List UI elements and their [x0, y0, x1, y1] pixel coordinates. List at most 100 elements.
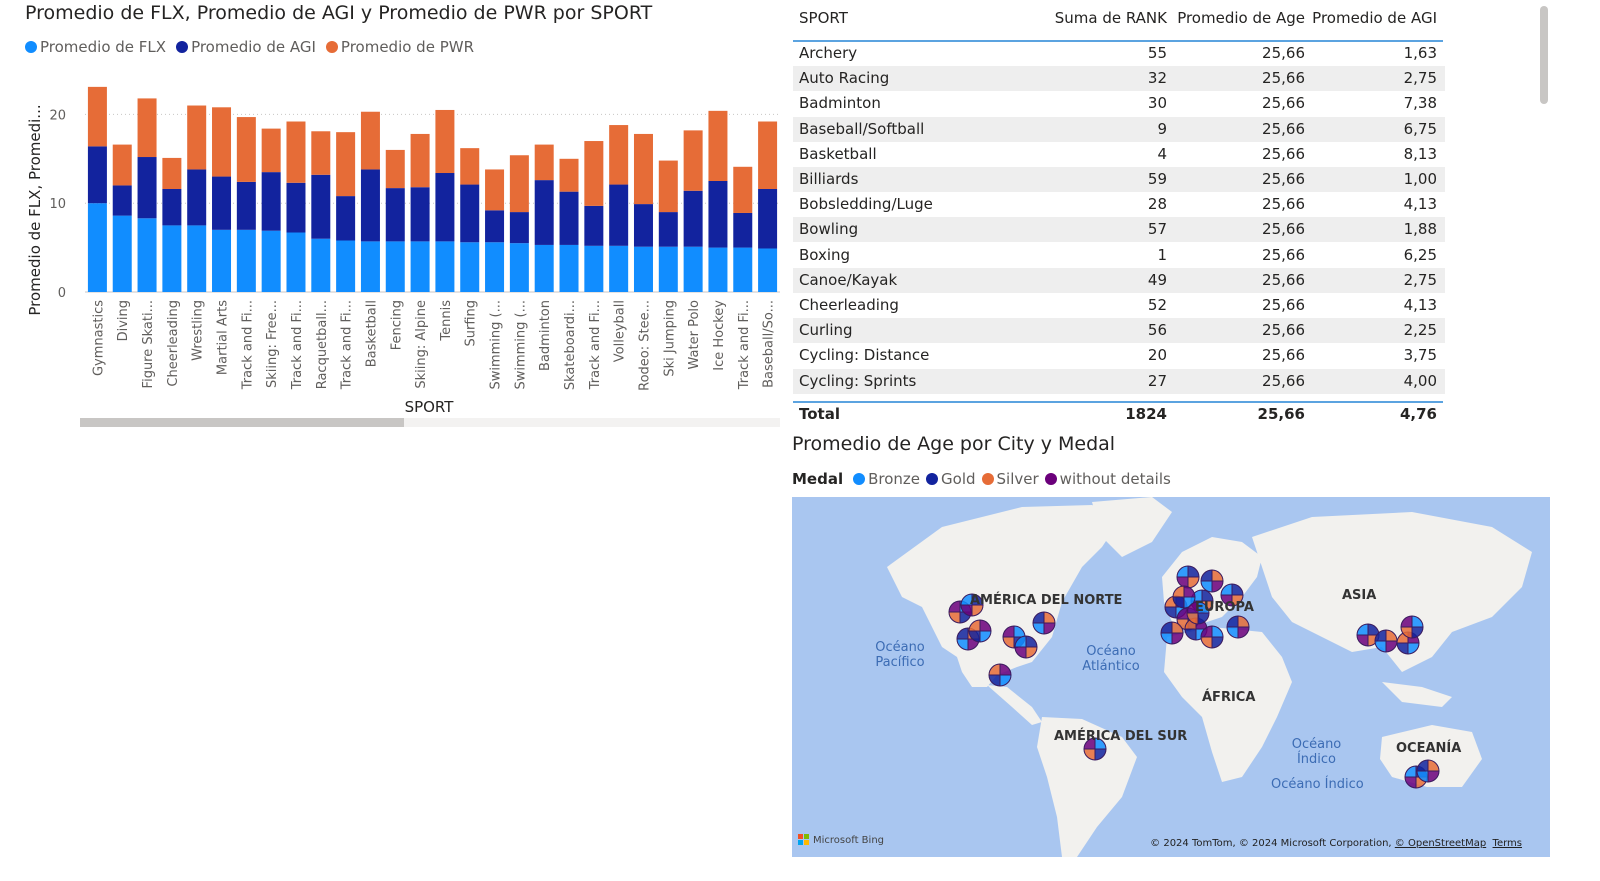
bar-segment-flx[interactable] [286, 232, 306, 292]
bar-segment-flx[interactable] [137, 218, 157, 292]
bar-segment-flx[interactable] [261, 230, 281, 292]
bar-segment-agi[interactable] [733, 212, 753, 248]
table-row[interactable]: Bobsledding/Luge 28 25,66 4,13 [793, 192, 1445, 217]
bar-segment-agi[interactable] [485, 210, 505, 243]
bar-segment-pwr[interactable] [261, 128, 281, 173]
city-marker[interactable] [960, 593, 984, 617]
header-rank[interactable]: Suma de RANK [1054, 9, 1167, 27]
bar-segment-agi[interactable] [609, 184, 629, 246]
bar-segment-agi[interactable] [385, 188, 405, 242]
chart-scrollbar-thumb[interactable] [80, 418, 404, 427]
bar-segment-agi[interactable] [559, 191, 579, 245]
table-row[interactable]: Canoe/Kayak 49 25,66 2,75 [793, 267, 1445, 293]
bar-segment-pwr[interactable] [137, 98, 157, 158]
legend-item-flx[interactable]: Promedio de FLX [25, 38, 166, 56]
bar-segment-flx[interactable] [534, 244, 554, 292]
bar-segment-flx[interactable] [559, 244, 579, 292]
bar-segment-agi[interactable] [87, 146, 107, 204]
legend-item-bronze[interactable]: Bronze [853, 470, 920, 488]
city-marker[interactable] [988, 663, 1012, 687]
bar-segment-agi[interactable] [633, 204, 653, 247]
bar-segment-pwr[interactable] [584, 141, 604, 206]
table-row[interactable]: Bowling 57 25,66 1,88 [793, 217, 1445, 243]
bar-segment-pwr[interactable] [410, 133, 430, 188]
table-row[interactable]: Basketball 4 25,66 8,13 [793, 142, 1445, 167]
table-scrollbar-thumb[interactable] [1540, 6, 1548, 104]
bar-segment-agi[interactable] [658, 212, 678, 247]
legend-item-without-details[interactable]: without details [1044, 470, 1171, 488]
bar-segment-pwr[interactable] [733, 166, 753, 213]
city-marker[interactable] [1160, 621, 1184, 645]
city-marker[interactable] [1172, 585, 1196, 609]
city-markers[interactable] [948, 565, 1440, 789]
bar-segment-agi[interactable] [410, 187, 430, 242]
bar-segment-pwr[interactable] [236, 117, 256, 182]
city-marker[interactable] [1186, 601, 1210, 625]
bar-segment-flx[interactable] [509, 243, 529, 292]
bar-segment-pwr[interactable] [683, 130, 703, 191]
world-map[interactable]: AMÉRICA DEL NORTE EUROPA ASIA ÁFRICA AMÉ… [792, 497, 1550, 857]
city-marker[interactable] [1014, 635, 1038, 659]
bar-segment-flx[interactable] [683, 246, 703, 292]
bar-segment-agi[interactable] [261, 172, 281, 231]
city-marker[interactable] [1400, 615, 1424, 639]
bar-segment-flx[interactable] [311, 238, 331, 292]
city-marker[interactable] [968, 619, 992, 643]
header-agi[interactable]: Promedio de AGI [1312, 9, 1437, 27]
bar-segment-flx[interactable] [385, 241, 405, 292]
bar-segment-pwr[interactable] [162, 157, 182, 189]
bar-segment-flx[interactable] [485, 242, 505, 292]
city-marker[interactable] [1200, 625, 1224, 649]
legend-item-pwr[interactable]: Promedio de PWR [325, 38, 474, 56]
bar-segment-agi[interactable] [112, 185, 132, 216]
bar-segment-pwr[interactable] [212, 107, 232, 177]
bar-segment-flx[interactable] [708, 247, 728, 292]
bar-segment-pwr[interactable] [509, 155, 529, 213]
bar-segment-agi[interactable] [212, 176, 232, 230]
bar-segment-pwr[interactable] [311, 131, 331, 175]
bar-segment-agi[interactable] [509, 212, 529, 244]
bar-segment-pwr[interactable] [708, 110, 728, 181]
table-row[interactable]: Cycling: Sprints 27 25,66 4,00 [793, 368, 1445, 394]
city-marker[interactable] [1083, 737, 1107, 761]
bar-segment-agi[interactable] [162, 188, 182, 226]
bar-segment-agi[interactable] [534, 180, 554, 245]
table-row[interactable]: Badminton 30 25,66 7,38 [793, 91, 1445, 116]
bar-segment-pwr[interactable] [460, 148, 480, 185]
city-marker[interactable] [1416, 759, 1440, 783]
bar-segment-flx[interactable] [733, 247, 753, 292]
bar-segment-agi[interactable] [435, 173, 455, 242]
city-marker[interactable] [1226, 615, 1250, 639]
bar-segment-agi[interactable] [286, 182, 306, 233]
bar-segment-flx[interactable] [336, 240, 356, 292]
bar-segment-pwr[interactable] [534, 144, 554, 181]
bar-segment-agi[interactable] [584, 205, 604, 246]
bar-segment-pwr[interactable] [485, 169, 505, 211]
bar-segment-pwr[interactable] [435, 109, 455, 174]
bar-segment-pwr[interactable] [87, 86, 107, 147]
city-marker[interactable] [1032, 611, 1056, 635]
bar-segment-agi[interactable] [360, 169, 380, 242]
table-row[interactable]: Billiards 59 25,66 1,00 [793, 167, 1445, 192]
bars[interactable] [87, 86, 778, 292]
table-row[interactable]: Cheerleading 52 25,66 4,13 [793, 293, 1445, 318]
legend-item-silver[interactable]: Silver [981, 470, 1039, 488]
bar-segment-agi[interactable] [236, 181, 256, 230]
bar-segment-flx[interactable] [410, 241, 430, 292]
bar-segment-pwr[interactable] [658, 160, 678, 213]
legend-item-agi[interactable]: Promedio de AGI [176, 38, 316, 56]
legend-item-gold[interactable]: Gold [926, 470, 976, 488]
bar-segment-agi[interactable] [758, 188, 778, 249]
bar-segment-pwr[interactable] [758, 121, 778, 189]
header-age[interactable]: Promedio de Age [1177, 9, 1305, 27]
bar-segment-pwr[interactable] [559, 158, 579, 192]
bar-segment-flx[interactable] [236, 229, 256, 292]
table-row[interactable]: Archery 55 25,66 1,63 [793, 41, 1445, 66]
bar-segment-pwr[interactable] [360, 111, 380, 170]
bar-segment-flx[interactable] [658, 246, 678, 292]
bar-segment-flx[interactable] [212, 229, 232, 292]
city-marker[interactable] [1374, 629, 1398, 653]
bar-segment-flx[interactable] [609, 245, 629, 292]
bar-segment-pwr[interactable] [112, 144, 132, 186]
table-row[interactable]: Baseball/Softball 9 25,66 6,75 [793, 116, 1445, 142]
